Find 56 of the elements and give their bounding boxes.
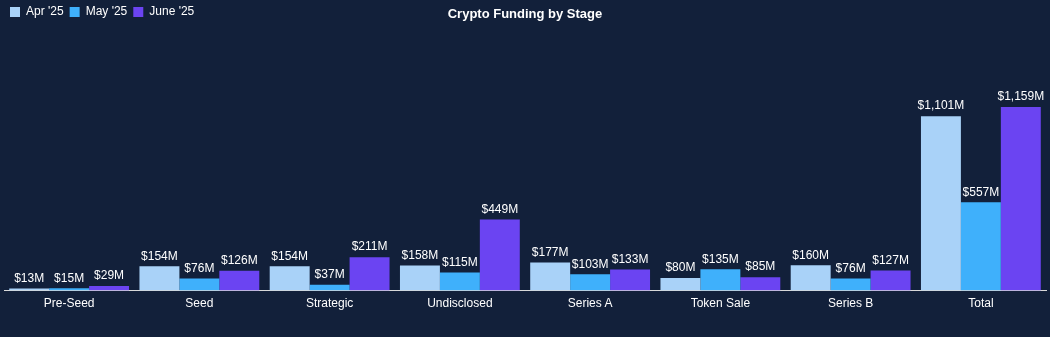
legend-label: June '25	[149, 4, 195, 19]
data-label: $133M	[611, 251, 649, 266]
bar	[570, 274, 611, 291]
data-label: $211M	[351, 239, 388, 254]
x-tick-label: Undisclosed	[427, 296, 493, 311]
data-label: $154M	[271, 248, 309, 263]
bar	[960, 202, 1001, 291]
bar	[870, 270, 911, 291]
data-label: $15M	[54, 270, 85, 285]
data-label: $103M	[571, 256, 609, 271]
bar	[269, 266, 310, 291]
legend-label: May '25	[85, 4, 128, 19]
data-label: $13M	[14, 270, 45, 285]
x-tick-label: Series B	[827, 296, 874, 311]
data-label: $158M	[401, 247, 439, 262]
bar	[349, 257, 390, 291]
data-label: $177M	[531, 244, 569, 259]
bar	[790, 265, 831, 291]
bar	[219, 270, 260, 291]
bar	[920, 116, 961, 291]
data-label: $115M	[441, 254, 478, 269]
data-label: $37M	[314, 267, 345, 282]
data-label: $80M	[665, 260, 696, 275]
legend-label: Apr '25	[26, 4, 64, 19]
data-label: $557M	[962, 184, 1000, 199]
x-tick-label: Strategic	[305, 296, 354, 311]
data-label: $29M	[94, 268, 125, 283]
data-label: $160M	[792, 247, 830, 262]
x-tick-label: Token Sale	[690, 296, 751, 311]
bar	[1000, 106, 1041, 291]
chart-title: Crypto Funding by Stage	[447, 5, 603, 21]
data-label: $1,101M	[917, 98, 965, 113]
bar	[660, 277, 701, 291]
bar	[179, 278, 220, 291]
data-label: $135M	[702, 251, 739, 266]
x-tick-label: Total	[968, 296, 994, 311]
bar	[610, 269, 651, 291]
data-label: $154M	[141, 248, 178, 263]
bar	[139, 266, 180, 291]
x-tick-label: Seed	[185, 296, 214, 311]
x-tick-label: Series A	[567, 296, 613, 311]
data-label: $85M	[745, 259, 776, 274]
x-tick-label: Pre-Seed	[43, 296, 95, 311]
data-label: $449M	[481, 201, 519, 216]
data-label: $76M	[835, 260, 866, 275]
data-label: $76M	[184, 260, 215, 275]
bar	[700, 269, 741, 291]
bar	[740, 277, 781, 291]
bar	[399, 265, 440, 291]
bar	[530, 262, 571, 291]
bar	[479, 219, 520, 291]
data-label: $126M	[220, 252, 258, 267]
data-label: $1,159M	[997, 89, 1045, 104]
bar	[830, 278, 871, 291]
data-label: $127M	[872, 252, 909, 267]
bar	[439, 272, 480, 291]
